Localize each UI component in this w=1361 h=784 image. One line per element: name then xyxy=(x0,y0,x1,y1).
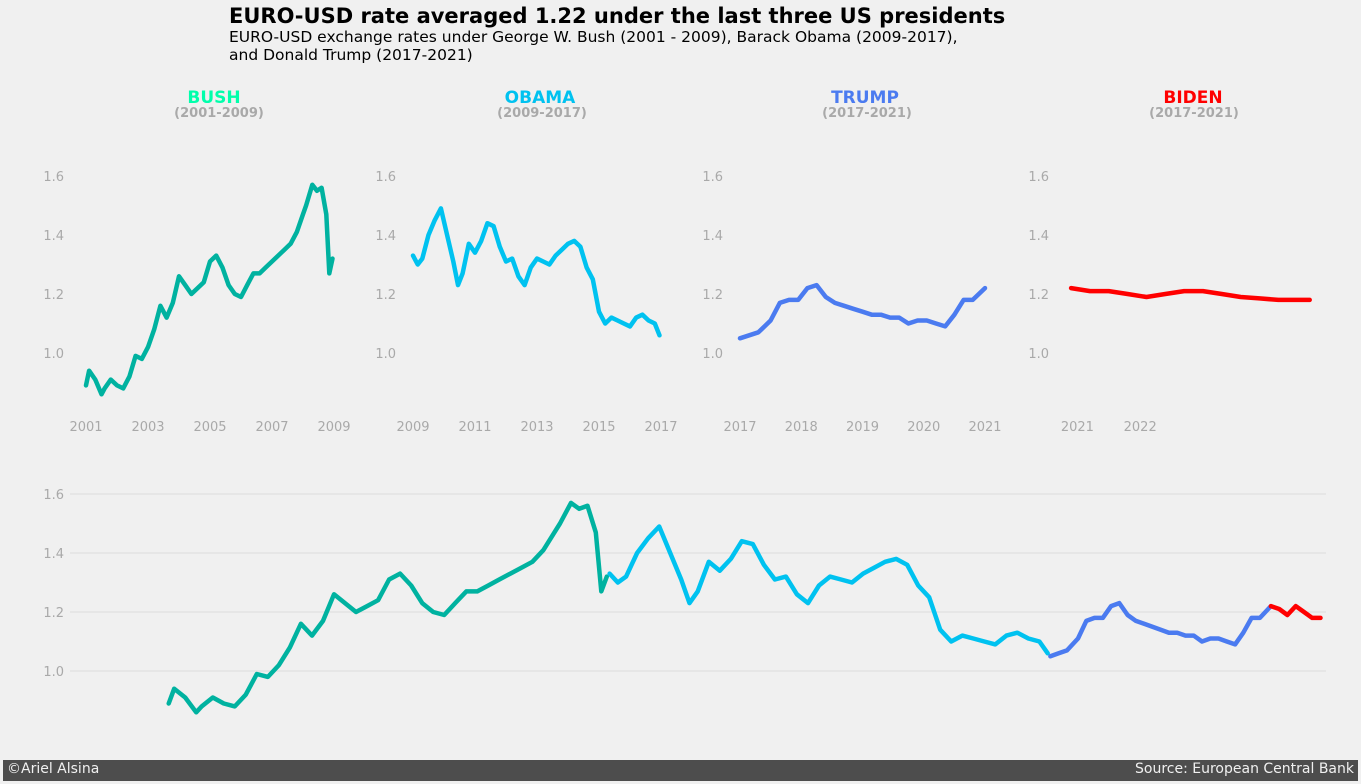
combined-y-tick-label: 1.2 xyxy=(43,606,64,621)
y-tick-label-bush: 1.6 xyxy=(43,170,64,185)
panel-title-biden: BIDEN xyxy=(1163,88,1222,108)
combined-y-tick-label: 1.6 xyxy=(43,488,64,503)
x-tick-label-bush: 2001 xyxy=(69,420,102,435)
x-tick-label-trump: 2020 xyxy=(907,420,940,435)
y-tick-label-obama: 1.4 xyxy=(375,229,396,244)
y-tick-label-biden: 1.2 xyxy=(1028,288,1049,303)
x-tick-label-bush: 2005 xyxy=(193,420,226,435)
x-tick-label-obama: 2015 xyxy=(582,420,615,435)
y-tick-label-obama: 1.0 xyxy=(375,347,396,362)
panel-subtitle-obama: (2009-2017) xyxy=(497,106,587,121)
series-line-biden xyxy=(1068,285,1312,303)
subtitle-line-2: and Donald Trump (2017-2021) xyxy=(229,46,473,64)
panel-title-trump: TRUMP xyxy=(831,88,899,108)
x-tick-label-bush: 2003 xyxy=(131,420,164,435)
x-tick-label-bush: 2009 xyxy=(317,420,350,435)
chart-subtitle: EURO-USD exchange rates under George W. … xyxy=(229,28,958,64)
y-tick-label-trump: 1.2 xyxy=(702,288,723,303)
y-tick-label-bush: 1.0 xyxy=(43,347,64,362)
chart-title: EURO-USD rate averaged 1.22 under the la… xyxy=(229,4,1006,28)
x-tick-label-trump: 2019 xyxy=(846,420,879,435)
x-tick-label-obama: 2009 xyxy=(396,420,429,435)
x-tick-label-bush: 2007 xyxy=(255,420,288,435)
combined-series-line-biden xyxy=(1268,603,1323,621)
combined-series-line-obama xyxy=(607,524,1050,656)
y-tick-label-bush: 1.4 xyxy=(43,229,64,244)
panel-subtitle-bush: (2001-2009) xyxy=(174,106,264,121)
combined-y-tick-label: 1.4 xyxy=(43,547,64,562)
y-tick-label-biden: 1.0 xyxy=(1028,347,1049,362)
x-tick-label-trump: 2017 xyxy=(723,420,756,435)
x-tick-label-obama: 2017 xyxy=(644,420,677,435)
x-tick-label-biden: 2021 xyxy=(1061,420,1094,435)
series-line-trump xyxy=(737,282,988,341)
subtitle-line-1: EURO-USD exchange rates under George W. … xyxy=(229,28,958,46)
combined-series-line-bush xyxy=(166,500,610,715)
footer-credit: ©Ariel Alsina xyxy=(7,761,100,777)
y-tick-label-trump: 1.6 xyxy=(702,170,723,185)
y-tick-label-biden: 1.4 xyxy=(1028,229,1049,244)
footer-bar: ©Ariel Alsina Source: European Central B… xyxy=(3,760,1358,781)
footer-source: Source: European Central Bank xyxy=(1135,761,1354,777)
y-tick-label-bush: 1.2 xyxy=(43,288,64,303)
y-tick-label-biden: 1.6 xyxy=(1028,170,1049,185)
y-tick-label-trump: 1.0 xyxy=(702,347,723,362)
x-tick-label-biden: 2022 xyxy=(1124,420,1157,435)
x-tick-label-trump: 2018 xyxy=(785,420,818,435)
x-tick-label-trump: 2021 xyxy=(968,420,1001,435)
combined-series-line-trump xyxy=(1048,600,1274,659)
charts-canvas: BUSH(2001-2009) 1.0 1.2 1.4 1.6 2001 2003 2005 2… xyxy=(43,88,1326,715)
series-line-obama xyxy=(410,206,662,338)
y-tick-label-trump: 1.4 xyxy=(702,229,723,244)
panel-subtitle-trump: (2017-2021) xyxy=(822,106,912,121)
y-tick-label-obama: 1.6 xyxy=(375,170,396,185)
x-tick-label-obama: 2011 xyxy=(458,420,491,435)
combined-y-tick-label: 1.0 xyxy=(43,665,64,680)
series-line-bush xyxy=(83,182,335,397)
x-tick-label-obama: 2013 xyxy=(520,420,553,435)
panel-title-bush: BUSH xyxy=(187,88,240,108)
panel-title-obama: OBAMA xyxy=(505,88,576,108)
y-tick-label-obama: 1.2 xyxy=(375,288,396,303)
panel-subtitle-biden: (2017-2021) xyxy=(1149,106,1239,121)
